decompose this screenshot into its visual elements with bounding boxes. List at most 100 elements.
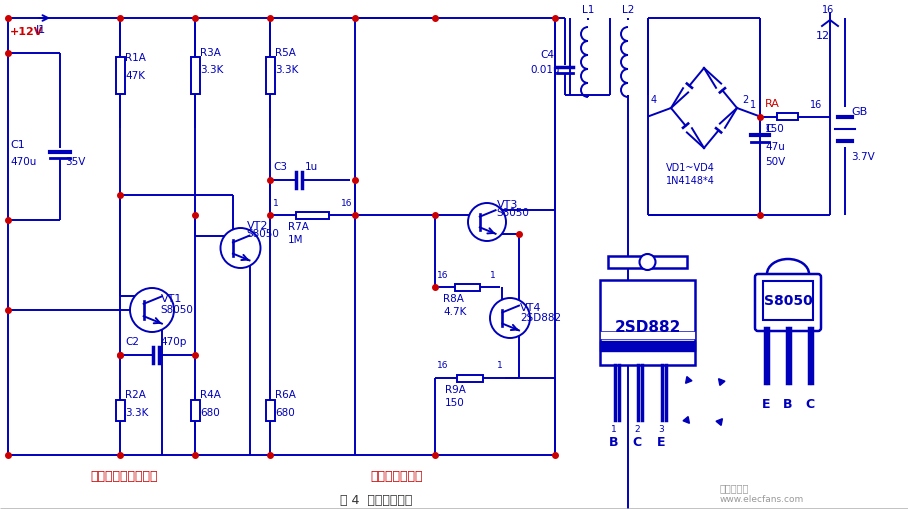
Text: L2: L2: [622, 5, 635, 15]
Bar: [600, 341, 695, 351]
Text: 1: 1: [490, 270, 496, 279]
Text: 16: 16: [341, 199, 352, 208]
Text: 16: 16: [822, 5, 834, 15]
Circle shape: [130, 288, 174, 332]
Text: VT3: VT3: [497, 200, 518, 210]
Polygon shape: [718, 379, 725, 385]
Polygon shape: [716, 419, 723, 426]
Text: 150: 150: [765, 124, 785, 133]
Text: 4.7K: 4.7K: [443, 307, 467, 317]
Text: S8050: S8050: [161, 305, 193, 315]
Text: S8050: S8050: [764, 294, 813, 308]
Text: 47K: 47K: [125, 71, 145, 81]
Text: 150: 150: [445, 398, 465, 408]
Bar: [600, 331, 695, 339]
Text: R6A: R6A: [275, 390, 296, 400]
Text: 47u: 47u: [765, 142, 785, 152]
Polygon shape: [683, 416, 689, 423]
Text: E: E: [762, 399, 770, 411]
Text: R9A: R9A: [445, 385, 466, 395]
Text: 2SD882: 2SD882: [520, 313, 561, 323]
Text: C: C: [765, 124, 773, 133]
Text: GB: GB: [851, 106, 867, 117]
Text: VT1: VT1: [161, 294, 183, 304]
Text: 1: 1: [750, 99, 756, 109]
Text: 16: 16: [810, 99, 823, 109]
Text: 1N4148*4: 1N4148*4: [666, 176, 715, 186]
Bar: [777, 113, 798, 120]
Text: +12V: +12V: [10, 27, 44, 37]
Text: 470p: 470p: [161, 337, 187, 347]
Text: 3.3K: 3.3K: [125, 408, 148, 418]
Text: 680: 680: [275, 408, 295, 418]
Text: I1: I1: [36, 25, 46, 35]
Bar: [115, 400, 124, 420]
Circle shape: [468, 203, 506, 241]
Text: 4: 4: [651, 95, 657, 105]
Text: L1: L1: [582, 5, 595, 15]
Text: R3A: R3A: [200, 48, 221, 58]
Circle shape: [490, 298, 530, 338]
Text: R8A: R8A: [443, 294, 464, 304]
Bar: [191, 57, 200, 94]
FancyBboxPatch shape: [755, 274, 821, 331]
Text: www.elecfans.com: www.elecfans.com: [720, 495, 804, 503]
Text: S8050: S8050: [246, 229, 280, 239]
Text: R1A: R1A: [125, 53, 146, 63]
Circle shape: [221, 228, 261, 268]
Text: 16: 16: [437, 270, 449, 279]
Text: 3.3K: 3.3K: [200, 65, 223, 75]
Text: 12: 12: [816, 31, 830, 41]
Text: 680: 680: [200, 408, 220, 418]
Bar: [600, 280, 695, 365]
Text: 3.3K: 3.3K: [275, 65, 299, 75]
Text: 1: 1: [273, 199, 279, 208]
Text: R7A: R7A: [288, 222, 309, 232]
Text: VT2: VT2: [246, 221, 268, 231]
Bar: [265, 57, 274, 94]
Polygon shape: [686, 377, 692, 383]
Bar: [265, 400, 274, 420]
Text: B: B: [609, 437, 618, 449]
Bar: [608, 256, 687, 268]
Text: 2SD882: 2SD882: [615, 320, 681, 335]
Text: B: B: [784, 399, 793, 411]
Text: 16: 16: [437, 361, 449, 371]
Text: 模达林顿管功放: 模达林顿管功放: [370, 470, 422, 484]
Text: 1: 1: [497, 361, 503, 371]
Text: C: C: [633, 437, 642, 449]
Text: 35V: 35V: [65, 157, 85, 167]
Text: R4A: R4A: [200, 390, 221, 400]
Text: RA: RA: [765, 99, 780, 108]
Text: E: E: [656, 437, 666, 449]
Text: 1M: 1M: [288, 235, 303, 245]
Text: C4: C4: [540, 50, 554, 60]
Bar: [115, 57, 124, 94]
Text: 射极耦合多谐振荡器: 射极耦合多谐振荡器: [90, 470, 157, 484]
Circle shape: [639, 254, 656, 270]
Text: 3.7V: 3.7V: [851, 152, 874, 161]
Bar: [763, 281, 813, 320]
Bar: [296, 212, 329, 218]
Text: 0.01u: 0.01u: [530, 65, 559, 75]
Text: S8050: S8050: [497, 209, 529, 218]
Text: VT4: VT4: [520, 303, 541, 313]
Text: R2A: R2A: [125, 390, 146, 400]
Text: 1u: 1u: [305, 162, 318, 172]
Text: 电子发烧友: 电子发烧友: [720, 483, 749, 493]
Text: R5A: R5A: [275, 48, 296, 58]
Text: 470u: 470u: [10, 157, 36, 167]
Text: 3: 3: [658, 426, 664, 435]
Bar: [455, 284, 480, 291]
Text: 50V: 50V: [765, 156, 785, 166]
Text: 2: 2: [742, 95, 748, 105]
Bar: [457, 375, 483, 382]
Bar: [191, 400, 200, 420]
Text: 图 4  无线充电电路: 图 4 无线充电电路: [340, 494, 412, 506]
Text: 2: 2: [635, 426, 640, 435]
Text: C1: C1: [10, 140, 25, 150]
Text: C: C: [805, 399, 814, 411]
Text: C2: C2: [125, 337, 139, 347]
Text: VD1~VD4: VD1~VD4: [666, 163, 715, 173]
Text: C3: C3: [273, 162, 287, 172]
